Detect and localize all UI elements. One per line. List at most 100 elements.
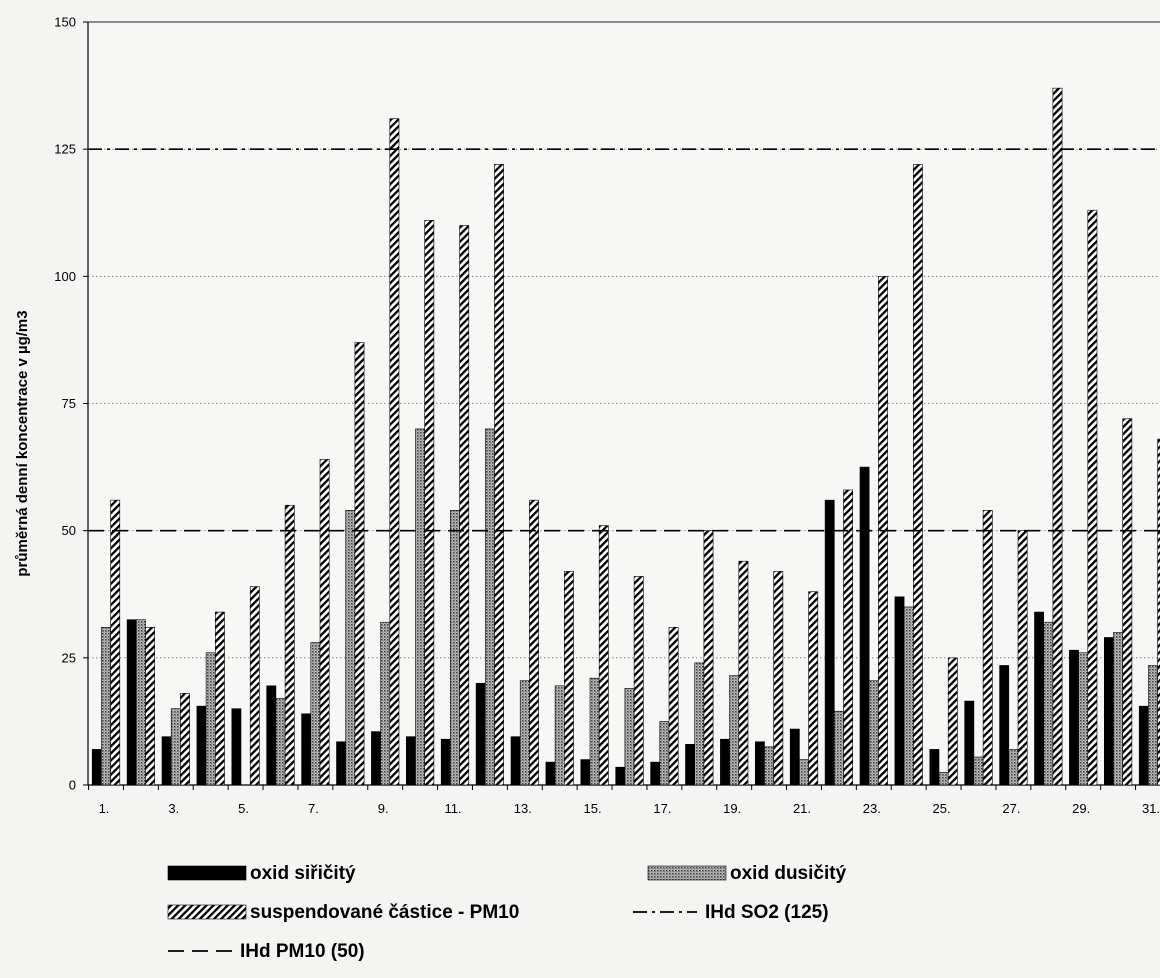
bar-solid-day-2 [126, 619, 137, 786]
x-tick-label: 27. [1002, 801, 1020, 816]
bar-diagonal-day-10 [424, 220, 435, 786]
bar-solid-day-20 [754, 741, 765, 786]
x-tick-label: 29. [1072, 801, 1090, 816]
bar-diagonal-day-31 [1157, 438, 1160, 786]
bar-solid-day-7 [301, 713, 312, 786]
bar-solid-day-29 [1069, 649, 1079, 786]
bar-solid-day-18 [685, 744, 695, 786]
bar-dots-day-31 [1148, 665, 1158, 786]
bar-diagonal-day-25 [947, 657, 958, 786]
bar-solid-day-30 [1104, 637, 1114, 786]
bar-solid-day-1 [91, 749, 102, 786]
bar-solid-day-16 [615, 766, 626, 786]
bar-dots-day-27 [1008, 749, 1019, 786]
bar-diagonal-day-24 [912, 164, 923, 786]
bar-dots-day-4 [205, 652, 216, 786]
bar-solid-day-28 [1034, 611, 1044, 786]
legend-pm10-swatch [167, 904, 247, 920]
bar-diagonal-day-17 [668, 627, 679, 786]
bar-dots-day-9 [380, 621, 391, 786]
bar-diagonal-day-8 [354, 342, 365, 786]
bar-diagonal-day-26 [982, 510, 993, 786]
legend-ihd-pm10-label: IHd PM10 (50) [240, 941, 365, 962]
legend-no2-label: oxid dusičitý [730, 863, 847, 884]
bar-dots-day-30 [1113, 632, 1123, 786]
legend-pm10-label: suspendované částice - PM10 [250, 902, 519, 923]
bar-dots-day-24 [903, 606, 914, 786]
bar-diagonal-day-6 [284, 504, 295, 786]
bar-dots-day-17 [659, 721, 670, 786]
bar-diagonal-day-29 [1087, 209, 1098, 786]
bar-diagonal-day-3 [180, 693, 190, 786]
bar-solid-day-12 [475, 682, 486, 786]
x-tick-label: 25. [933, 801, 951, 816]
bar-dots-day-10 [415, 428, 425, 786]
x-tick-label: 11. [444, 801, 461, 816]
bar-dots-day-3 [170, 708, 181, 786]
bar-solid-day-17 [650, 761, 661, 786]
legend-pm10: suspendované částice - PM10 [167, 902, 519, 923]
y-tick-label: 0 [69, 778, 76, 793]
bar-dots-day-2 [136, 619, 146, 786]
bar-dots-day-22 [833, 710, 844, 786]
x-tick-label: 31. [1142, 801, 1160, 816]
bar-solid-day-19 [720, 738, 730, 786]
legend-no2-swatch [647, 865, 727, 881]
bar-diagonal-day-1 [110, 499, 121, 786]
bar-diagonal-day-7 [319, 459, 330, 786]
bar-dots-day-11 [450, 510, 460, 786]
bar-dots-day-16 [624, 688, 635, 786]
bar-solid-day-13 [510, 736, 521, 786]
legend-ihd-so2: IHd SO2 (125) [633, 902, 829, 923]
bar-dots-day-13 [519, 680, 530, 786]
bar-dots-day-18 [694, 662, 705, 786]
bar-solid-day-6 [266, 685, 277, 786]
bar-dots-day-12 [484, 428, 495, 786]
bar-diagonal-day-21 [808, 591, 819, 786]
bar-solid-day-11 [440, 738, 451, 786]
y-tick-label: 150 [54, 15, 76, 30]
bar-dots-day-21 [799, 759, 809, 786]
bar-solid-day-22 [824, 499, 835, 786]
bar-diagonal-day-4 [215, 611, 225, 786]
legend-ihd-pm10: IHd PM10 (50) [168, 941, 365, 962]
y-tick-label: 75 [62, 396, 76, 411]
bar-diagonal-day-27 [1017, 530, 1028, 786]
bar-solid-day-25 [929, 749, 940, 786]
bar-solid-day-31 [1138, 705, 1149, 786]
bar-dots-day-1 [101, 627, 111, 786]
bar-dots-day-26 [973, 756, 984, 786]
y-axis-title: průměrná denní koncentrace v µg/m3 [14, 310, 31, 576]
bar-dots-day-14 [554, 685, 565, 786]
x-tick-label: 15. [584, 801, 602, 816]
bar-solid-day-3 [161, 736, 172, 786]
x-tick-label: 17. [653, 801, 671, 816]
x-tick-label: 23. [863, 801, 881, 816]
bar-solid-day-27 [999, 665, 1010, 786]
reference-lines [88, 148, 1160, 532]
bar-diagonal-day-16 [633, 576, 644, 786]
x-tick-label: 21. [793, 801, 811, 816]
bar-dots-day-25 [938, 771, 949, 786]
bar-dots-day-20 [764, 746, 774, 786]
bar-solid-day-9 [371, 731, 381, 786]
bar-diagonal-day-18 [703, 530, 714, 786]
y-tick-label: 50 [62, 523, 76, 538]
bar-diagonal-day-2 [145, 627, 155, 786]
legend: oxid siřičitý oxid dusičitý suspendované č… [167, 863, 847, 962]
x-tick-label: 9. [378, 801, 389, 816]
bar-dots-day-28 [1043, 621, 1054, 786]
x-tick-label: 19. [723, 801, 741, 816]
bar-solid-day-8 [336, 741, 346, 786]
bar-solid-day-26 [964, 700, 975, 786]
bar-solid-day-23 [859, 466, 870, 786]
x-tick-label: 1. [99, 801, 110, 816]
gridlines [88, 21, 1160, 785]
bar-solid-day-4 [196, 705, 207, 786]
legend-so2: oxid siřičitý [167, 863, 356, 884]
y-tick-label: 25 [62, 650, 76, 665]
bar-dots-day-29 [1078, 652, 1089, 786]
bar-solid-day-14 [545, 761, 556, 786]
bar-solid-day-15 [580, 759, 591, 786]
